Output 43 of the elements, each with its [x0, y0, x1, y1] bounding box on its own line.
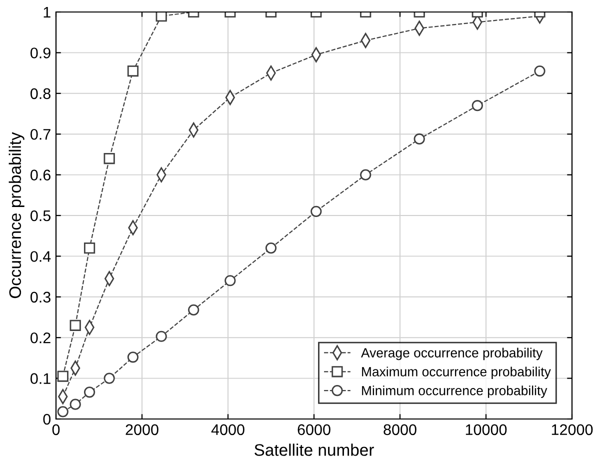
y-tick-label: 0.4 — [30, 251, 51, 262]
y-tick-label: 0.2 — [30, 332, 50, 344]
y-tick-label: 0.5 — [30, 210, 50, 222]
point — [127, 65, 139, 77]
point — [414, 133, 425, 145]
legend-label: Minimum occurrence probability — [362, 386, 548, 398]
point — [265, 242, 277, 254]
x-tick-label: 6000 — [298, 424, 330, 436]
x-tick-label: 10000 — [466, 424, 507, 436]
point — [156, 330, 167, 342]
point — [104, 152, 115, 164]
y-tick-label: 0.3 — [30, 292, 50, 303]
point — [57, 406, 68, 418]
point — [70, 320, 81, 331]
point — [534, 65, 546, 77]
x-tick-label: 8000 — [384, 424, 416, 436]
point — [127, 352, 139, 363]
y-tick-label: 0.7 — [30, 128, 50, 140]
point — [360, 169, 372, 180]
point — [188, 304, 200, 316]
legend-label: Average occurrence probability — [361, 348, 543, 360]
x-axis-title: Satellite number — [254, 444, 374, 456]
legend-label: Maximum occurrence probability — [362, 366, 551, 379]
x-tick-label: 4000 — [211, 424, 244, 436]
x-tick-label: 0 — [52, 424, 60, 436]
y-tick-label: 0.1 — [30, 373, 50, 384]
point — [104, 372, 115, 384]
y-tick-label: 0.8 — [30, 88, 50, 100]
point — [310, 206, 322, 217]
x-tick-label: 2000 — [126, 424, 158, 436]
point — [70, 398, 81, 410]
y-tick-label: 1 — [44, 7, 50, 18]
x-tick-label: 12000 — [552, 424, 593, 436]
point — [472, 100, 483, 112]
y-tick-label: 0.6 — [30, 170, 50, 180]
point — [84, 242, 96, 254]
y-tick-label: 0 — [43, 414, 51, 425]
point — [156, 12, 167, 22]
y-tick-label: 0.9 — [30, 48, 50, 58]
point — [57, 370, 68, 382]
point — [224, 275, 236, 286]
y-axis-title: Occurrence probability — [8, 132, 24, 298]
point — [84, 386, 96, 398]
